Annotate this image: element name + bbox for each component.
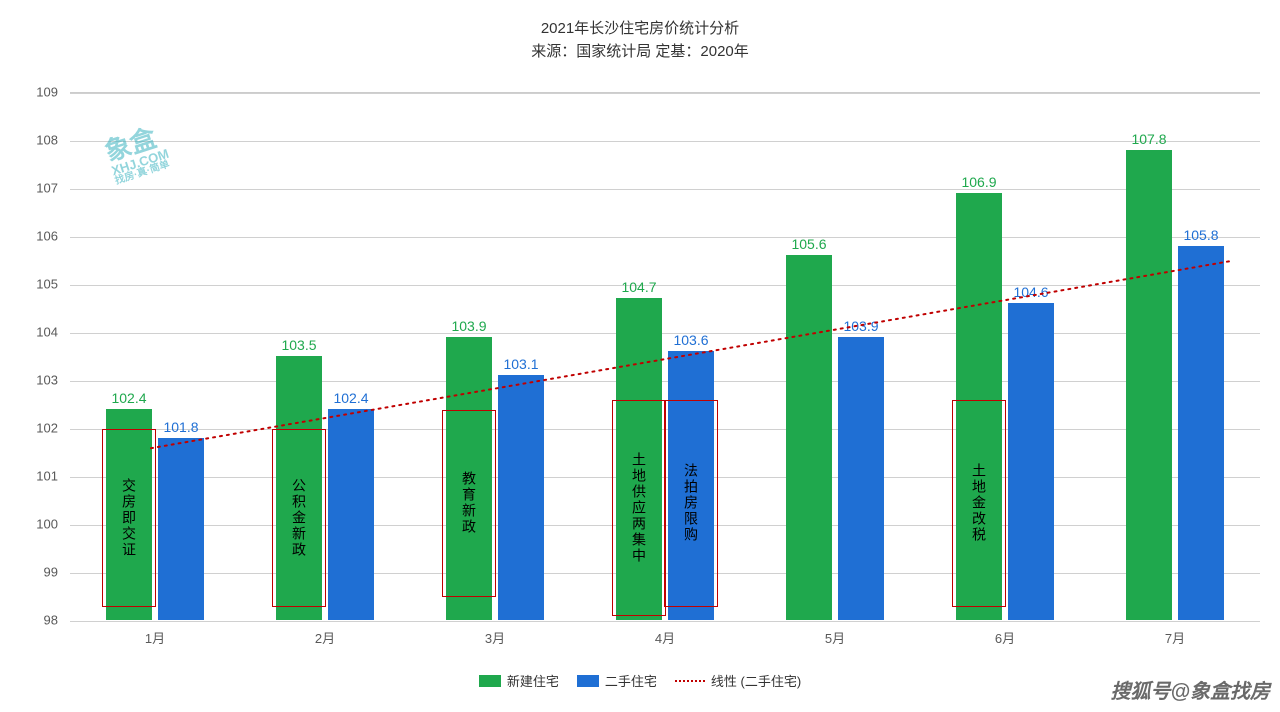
watermark-source: 搜狐号@象盒找房 [1110,675,1270,704]
bar-value-label: 103.5 [281,337,316,353]
bar-value-label: 104.7 [621,279,656,295]
y-axis-label: 101 [0,469,58,484]
y-axis-label: 106 [0,229,58,244]
plot-area: 102.4 103.5 103.9 104.7 105.6 106.9 107.8 101.8… [70,92,1260,620]
annotation-box: 法拍房限购 [664,400,718,606]
gridline [70,93,1260,94]
legend-label: 线性 (二手住宅) [711,671,801,690]
bar-value-label: 105.8 [1183,227,1218,243]
annotation-box: 公积金新政 [272,429,326,607]
y-axis-label: 105 [0,277,58,292]
gridline [70,381,1260,382]
bar-secondhand [838,337,884,620]
bar-value-label: 103.9 [451,318,486,334]
y-axis-label: 107 [0,181,58,196]
legend-label: 二手住宅 [605,671,657,690]
legend-item: 二手住宅 [577,671,657,690]
legend-item: 新建住宅 [479,671,559,690]
x-axis-label: 1月 [145,628,165,647]
annotation-text: 土地供应两集中 [629,452,649,564]
bar-value-label: 103.1 [503,356,538,372]
bar-secondhand [1178,246,1224,620]
gridline [70,621,1260,622]
legend-line-icon [675,680,705,682]
y-axis-label: 98 [0,613,58,628]
bar-secondhand [1008,303,1054,620]
annotation-text: 法拍房限购 [681,463,701,543]
annotation-box: 交房即交证 [102,429,156,607]
x-axis-label: 4月 [655,628,675,647]
gridline [70,285,1260,286]
bar-secondhand [328,409,374,620]
bar-value-label: 102.4 [111,390,146,406]
annotation-text: 公积金新政 [289,478,309,558]
y-axis-label: 104 [0,325,58,340]
chart-title: 2021年长沙住宅房价统计分析来源：国家统计局 定基：2020年 [0,0,1280,63]
y-axis-label: 102 [0,421,58,436]
annotation-text: 交房即交证 [119,478,139,558]
housing-price-chart: 2021年长沙住宅房价统计分析来源：国家统计局 定基：2020年 102.4 103… [0,0,1280,712]
annotation-box: 土地金改税 [952,400,1006,606]
x-axis-label: 3月 [485,628,505,647]
bar-value-label: 102.4 [333,390,368,406]
legend: 新建住宅 二手住宅 线性 (二手住宅) [0,671,1280,690]
y-axis-label: 99 [0,565,58,580]
gridline [70,141,1260,142]
gridline [70,333,1260,334]
bar-value-label: 101.8 [163,419,198,435]
annotation-box: 土地供应两集中 [612,400,666,616]
x-axis-label: 5月 [825,628,845,647]
gridline [70,189,1260,190]
legend-swatch-icon [577,675,599,687]
y-axis-label: 100 [0,517,58,532]
bar-value-label: 105.6 [791,236,826,252]
bar-new [786,255,832,620]
legend-swatch-icon [479,675,501,687]
bar-new [1126,150,1172,620]
legend-label: 新建住宅 [507,671,559,690]
bar-value-label: 103.9 [843,318,878,334]
bar-value-label: 103.6 [673,332,708,348]
annotation-box: 教育新政 [442,410,496,597]
bar-value-label: 104.6 [1013,284,1048,300]
x-axis-label: 2月 [315,628,335,647]
bar-secondhand [158,438,204,620]
y-axis-label: 108 [0,133,58,148]
legend-item: 线性 (二手住宅) [675,671,801,690]
x-axis-label: 6月 [995,628,1015,647]
bar-secondhand [498,375,544,620]
annotation-text: 土地金改税 [969,463,989,543]
y-axis-label: 109 [0,85,58,100]
annotation-text: 教育新政 [459,471,479,535]
gridline [70,237,1260,238]
x-axis-label: 7月 [1165,628,1185,647]
y-axis-label: 103 [0,373,58,388]
bar-value-label: 106.9 [961,174,996,190]
bar-value-label: 107.8 [1131,131,1166,147]
